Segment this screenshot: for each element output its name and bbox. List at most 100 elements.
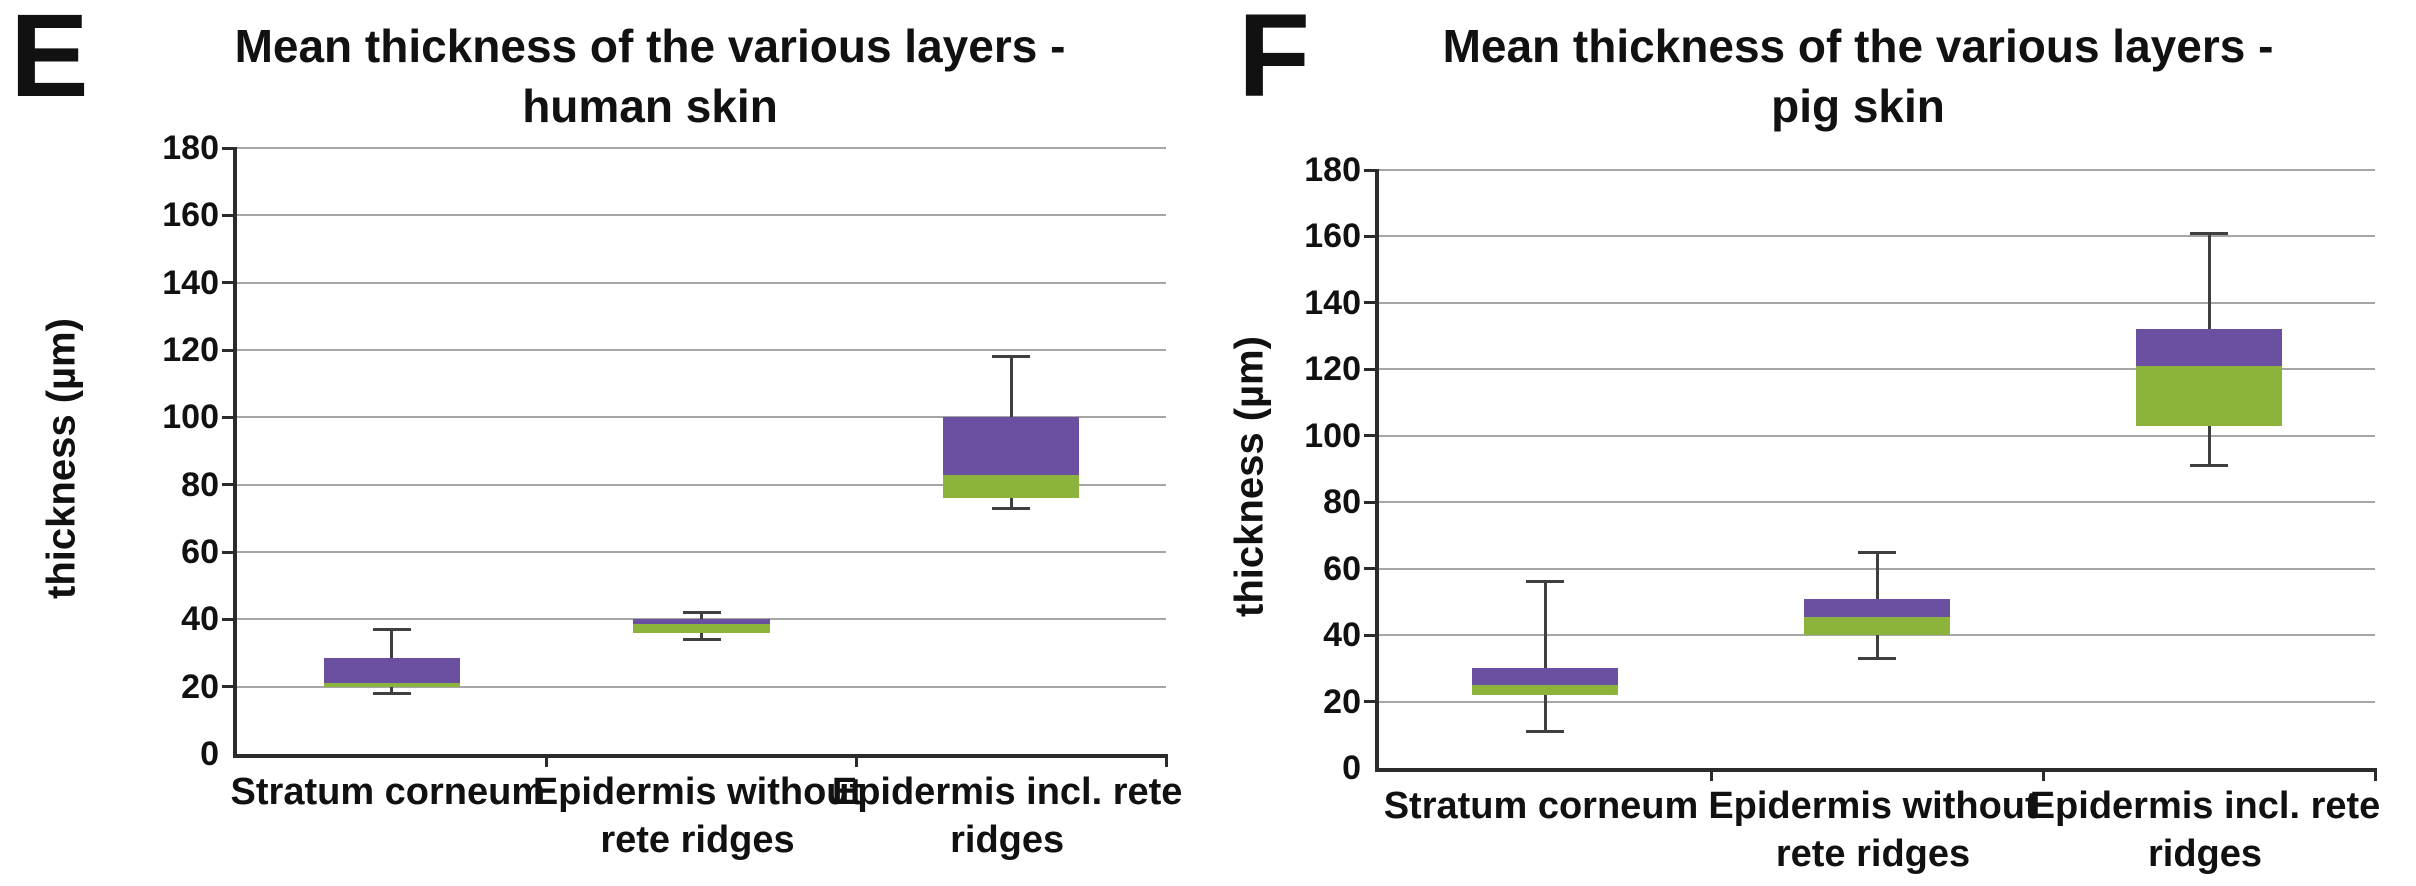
y-axis-tick-140 xyxy=(222,281,237,285)
panel-letter: E xyxy=(10,0,89,122)
gridline-120 xyxy=(237,349,1166,351)
y-tick-label-80: 80 xyxy=(181,465,219,504)
gridline-180 xyxy=(237,147,1166,149)
x-axis-boundary-tick-2 xyxy=(2041,768,2045,781)
category-label: Stratum corneum xyxy=(1326,782,1756,830)
y-axis-tick-60 xyxy=(1364,567,1379,571)
plot-area xyxy=(1364,168,2377,781)
category-label: Epidermis without rete ridges xyxy=(483,768,913,864)
upper-whisker-line xyxy=(700,612,703,620)
lower-whisker-cap xyxy=(372,691,411,695)
chart-title-line1: Mean thickness of the various layers - xyxy=(234,20,1066,72)
y-tick-label-120: 120 xyxy=(162,331,219,369)
upper-whisker-cap xyxy=(682,611,721,615)
gridline-160 xyxy=(237,214,1166,217)
gridline-140 xyxy=(237,281,1166,284)
category-label-line: Stratum corneum xyxy=(1383,785,1699,827)
lower-whisker-cap xyxy=(1526,729,1564,733)
gridline-60 xyxy=(237,551,1166,553)
lower-whisker-cap xyxy=(1858,656,1896,660)
lower-whisker-cap xyxy=(992,506,1031,510)
y-tick-label-40: 40 xyxy=(181,600,219,639)
lower-whisker-line xyxy=(1875,635,1879,659)
y-tick-label-80: 80 xyxy=(1323,483,1361,522)
upper-whisker-line xyxy=(1543,581,1547,669)
gridline-180 xyxy=(1379,169,2375,171)
y-tick-label-0: 0 xyxy=(1342,749,1361,787)
y-tick-label-160: 160 xyxy=(162,196,219,235)
upper-whisker-cap xyxy=(372,627,411,631)
category-label: Stratum corneum xyxy=(173,768,603,816)
upper-whisker-cap xyxy=(992,355,1031,359)
y-axis-tick-100 xyxy=(222,415,237,419)
box-upper-median-to-q3 xyxy=(943,417,1080,475)
y-tick-label-140: 140 xyxy=(1304,283,1361,322)
box-upper-median-to-q3 xyxy=(323,658,460,684)
chart-title: Mean thickness of the various layers - h… xyxy=(150,16,1150,136)
upper-whisker-line xyxy=(1875,552,1879,599)
y-tick-label-20: 20 xyxy=(1323,682,1361,721)
gridline-120 xyxy=(1379,368,2375,371)
lower-whisker-line xyxy=(390,686,394,694)
panel-letter: F xyxy=(1238,0,1311,122)
x-axis-boundary-tick-1 xyxy=(545,754,549,767)
y-axis-tick-120 xyxy=(1364,367,1379,371)
chart-title: Mean thickness of the various layers - p… xyxy=(1358,16,2358,136)
upper-whisker-cap xyxy=(1858,550,1896,554)
y-axis-tick-140 xyxy=(1364,301,1379,305)
box-lower-q1-to-median xyxy=(633,624,770,633)
upper-whisker-cap xyxy=(2190,231,2228,235)
y-tick-label-100: 100 xyxy=(1304,416,1361,455)
y-tick-label-180: 180 xyxy=(1304,151,1361,189)
category-label-line: Stratum corneum xyxy=(230,771,546,813)
y-axis-tick-20 xyxy=(222,685,237,689)
y-axis-tick-labels: 0 20 40 60 80 100 120 140 160 180 xyxy=(1261,151,1361,787)
chart-title-line2: pig skin xyxy=(1771,80,1945,132)
box-upper-median-to-q3 xyxy=(2135,329,2283,366)
lower-whisker-line xyxy=(700,632,703,640)
y-tick-label-60: 60 xyxy=(181,533,219,571)
upper-whisker-line xyxy=(2207,233,2211,330)
y-tick-label-140: 140 xyxy=(162,263,219,302)
x-axis-boundary-tick-2 xyxy=(854,754,858,767)
gridline-140 xyxy=(1379,301,2375,304)
plot-area xyxy=(222,146,1168,767)
chart-title-line2: human skin xyxy=(522,80,778,132)
lower-whisker-line xyxy=(1543,694,1547,732)
gridline-80 xyxy=(1379,501,2375,504)
gridline-20 xyxy=(237,685,1166,688)
y-axis-tick-100 xyxy=(1364,434,1379,438)
y-axis-tick-60 xyxy=(222,550,237,554)
lower-whisker-cap xyxy=(2190,464,2228,468)
category-label-line: Epidermis incl. rete xyxy=(2029,785,2381,827)
y-axis-tick-180 xyxy=(222,146,237,150)
y-tick-label-180: 180 xyxy=(162,129,219,167)
y-tick-label-60: 60 xyxy=(1323,549,1361,588)
box-lower-q1-to-median xyxy=(1803,616,1951,636)
y-axis-tick-labels: 0 20 40 60 80 100 120 140 160 180 xyxy=(119,129,219,773)
y-tick-label-120: 120 xyxy=(1304,350,1361,389)
lower-whisker-line xyxy=(1009,498,1013,509)
y-axis-tick-120 xyxy=(222,348,237,352)
gridline-100 xyxy=(1379,434,2375,437)
panel-human-skin: E Mean thickness of the various layers -… xyxy=(10,0,1183,864)
y-axis-tick-80 xyxy=(222,483,237,487)
chart-title-line1: Mean thickness of the various layers - xyxy=(1442,20,2274,72)
x-axis-boundary-tick-3 xyxy=(1164,754,1168,767)
upper-whisker-cap xyxy=(1526,580,1564,584)
y-axis-tick-160 xyxy=(222,213,237,217)
box-lower-q1-to-median xyxy=(323,683,460,687)
y-axis-label: thickness (µm) xyxy=(39,318,84,599)
y-axis-tick-80 xyxy=(1364,500,1379,504)
y-axis-tick-180 xyxy=(1364,168,1379,172)
box-upper-median-to-q3 xyxy=(633,619,770,625)
y-tick-label-0: 0 xyxy=(200,735,219,773)
category-label: Epidermis incl. rete ridges xyxy=(792,768,1222,864)
category-label-line: rete ridges xyxy=(1775,833,1971,875)
panel-pig-skin: F Mean thickness of the various layers -… xyxy=(1208,0,2416,886)
category-label-line: ridges xyxy=(950,819,1065,861)
y-axis-tick-160 xyxy=(1364,234,1379,238)
y-axis-tick-20 xyxy=(1364,700,1379,704)
upper-whisker-line xyxy=(1009,356,1013,418)
box-lower-q1-to-median xyxy=(2135,366,2283,426)
